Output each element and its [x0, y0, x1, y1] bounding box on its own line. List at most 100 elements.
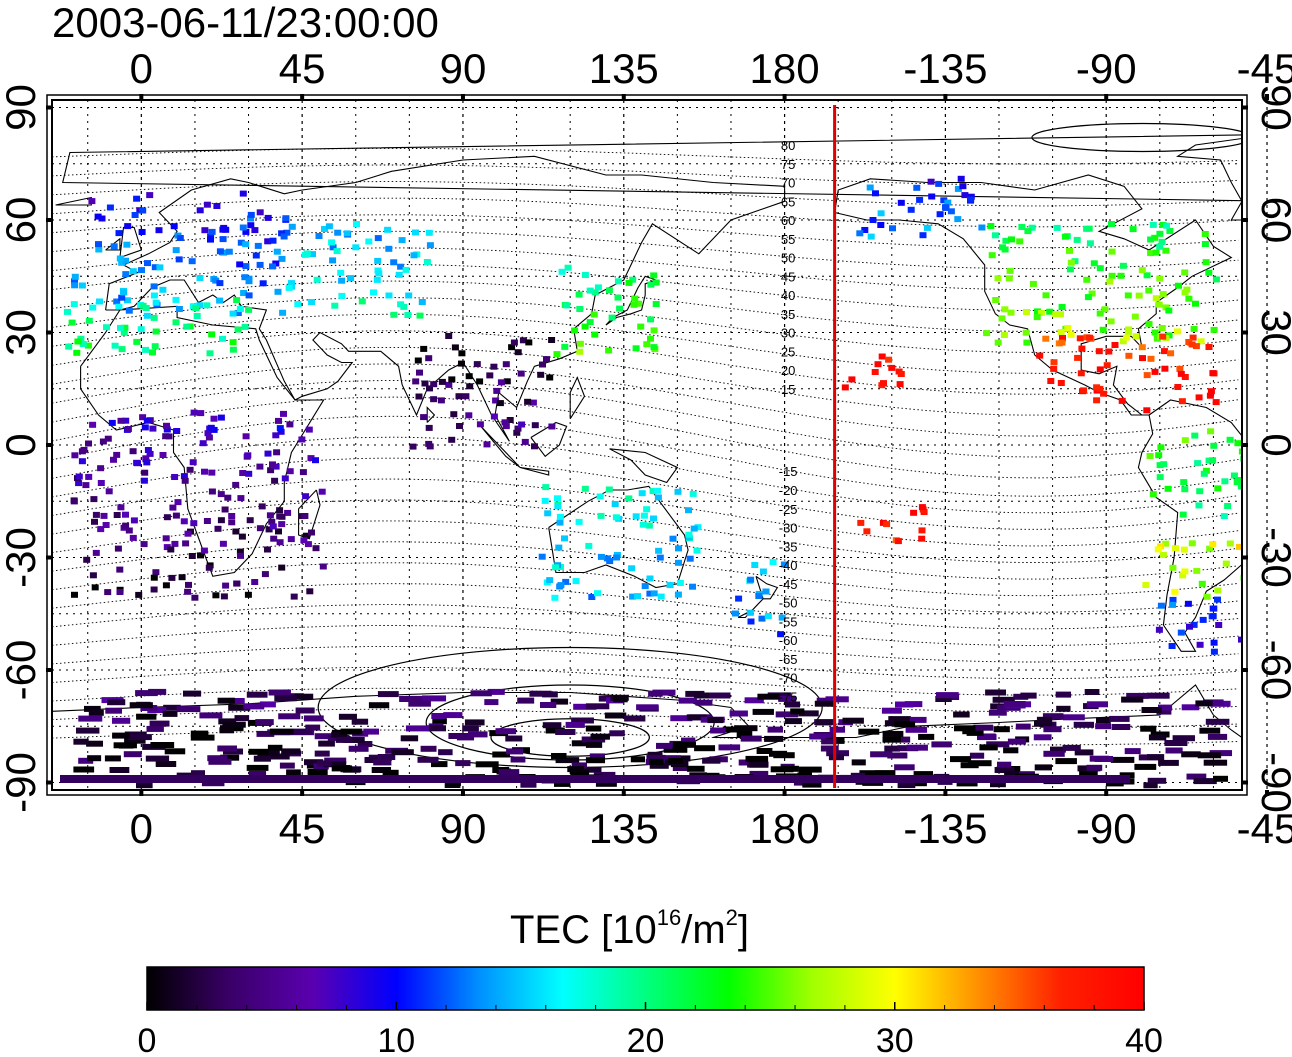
- tec-cell: [288, 223, 296, 230]
- tec-cell: [994, 767, 1015, 773]
- tec-cell: [953, 711, 970, 718]
- tec-cell: [300, 537, 308, 544]
- tec-cell: [1105, 348, 1113, 355]
- tec-cell: [967, 196, 975, 203]
- tec-cell: [1209, 457, 1217, 464]
- tec-cell: [1169, 564, 1177, 571]
- tec-cell: [519, 337, 527, 344]
- tec-cell: [1042, 292, 1050, 299]
- tec-cell: [759, 568, 767, 575]
- tec-cell: [942, 204, 949, 211]
- tec-cell: [144, 260, 151, 267]
- tec-cell: [245, 470, 253, 477]
- tec-cell: [1184, 600, 1192, 607]
- tec-contour: [52, 478, 1239, 547]
- tec-contour: [52, 520, 1239, 580]
- tec-cell: [518, 421, 526, 428]
- tec-cell: [150, 283, 158, 290]
- tec-cell: [1123, 334, 1131, 341]
- tec-cell: [1188, 540, 1196, 547]
- tec-cell: [1166, 228, 1174, 234]
- tec-cell: [105, 707, 123, 714]
- tec-cell: [122, 257, 129, 264]
- tec-cell: [576, 348, 584, 355]
- tec-cell: [1205, 344, 1213, 350]
- tec-cell: [190, 520, 198, 527]
- tec-cell: [907, 206, 915, 213]
- tec-cell: [337, 269, 345, 276]
- coastline: [548, 485, 689, 589]
- lat-label-left: 90: [0, 84, 44, 131]
- tec-cell: [111, 342, 119, 349]
- tec-cell: [666, 582, 674, 589]
- lat-label-left: -90: [0, 752, 44, 813]
- tec-cell: [858, 728, 880, 735]
- tec-cell: [242, 433, 250, 440]
- tec-cell: [928, 193, 936, 200]
- tec-cell: [318, 488, 326, 495]
- tec-cell: [604, 712, 627, 719]
- contour-label: 80: [781, 138, 795, 153]
- tec-cell: [269, 237, 277, 244]
- tec-cell: [546, 577, 554, 584]
- map-axes: 0045459090135135180180-135-135-90-90-45-…: [0, 45, 1292, 852]
- coastline: [569, 376, 586, 420]
- tec-cell: [75, 480, 83, 487]
- lat-tick: [46, 555, 52, 560]
- tec-cell: [314, 733, 335, 740]
- tec-cell: [869, 217, 877, 223]
- tec-cell: [176, 706, 201, 713]
- tec-cell: [1058, 304, 1066, 310]
- tec-cell: [645, 522, 653, 529]
- tec-cell: [287, 536, 295, 543]
- tec-cell: [233, 580, 241, 587]
- tec-cell: [118, 259, 126, 266]
- tec-cell: [668, 757, 684, 764]
- tec-cell: [191, 594, 199, 601]
- tec-cell: [75, 473, 83, 480]
- tec-cell: [144, 447, 152, 453]
- tec-cell: [529, 399, 537, 406]
- tec-cell: [1018, 224, 1026, 230]
- tec-cell: [139, 414, 147, 421]
- tec-cell: [897, 371, 905, 377]
- tec-cell: [1161, 348, 1168, 355]
- tec-cell: [414, 357, 422, 364]
- tec-cell: [859, 770, 876, 777]
- tec-cell: [131, 212, 139, 218]
- tec-cell: [1094, 756, 1114, 762]
- tec-cell: [675, 559, 682, 566]
- tec-cell: [239, 190, 247, 197]
- tec-cell: [112, 732, 130, 739]
- tec-cell: [286, 769, 301, 776]
- tec-cell: [1165, 747, 1183, 754]
- tec-cell: [70, 301, 78, 308]
- tec-cell: [1234, 477, 1242, 483]
- tec-cell: [1207, 428, 1215, 435]
- tec-cell: [456, 734, 475, 741]
- tec-cell: [960, 762, 979, 769]
- tec-cell: [268, 518, 276, 525]
- tec-cell: [128, 734, 152, 741]
- tec-cell: [1066, 266, 1074, 273]
- tec-cell: [104, 589, 112, 596]
- tec-cell: [571, 717, 594, 724]
- tec-cell: [113, 451, 121, 458]
- tec-cell: [686, 555, 694, 562]
- tec-cell: [402, 266, 410, 273]
- tec-cell: [897, 782, 916, 789]
- tec-cell: [115, 303, 123, 310]
- tec-cell: [1126, 692, 1149, 699]
- contour-label: 50: [781, 251, 795, 266]
- tec-cell: [548, 423, 556, 430]
- tec-cell: [1206, 392, 1214, 399]
- tec-cell: [767, 726, 783, 733]
- tec-cell: [1210, 326, 1218, 333]
- tec-cell: [197, 552, 204, 559]
- tec-cell: [1190, 325, 1198, 332]
- tec-cell: [241, 274, 249, 281]
- tec-cell: [412, 378, 420, 385]
- tec-cell: [1235, 543, 1242, 550]
- tec-cell: [317, 760, 332, 767]
- tec-cell: [71, 282, 79, 289]
